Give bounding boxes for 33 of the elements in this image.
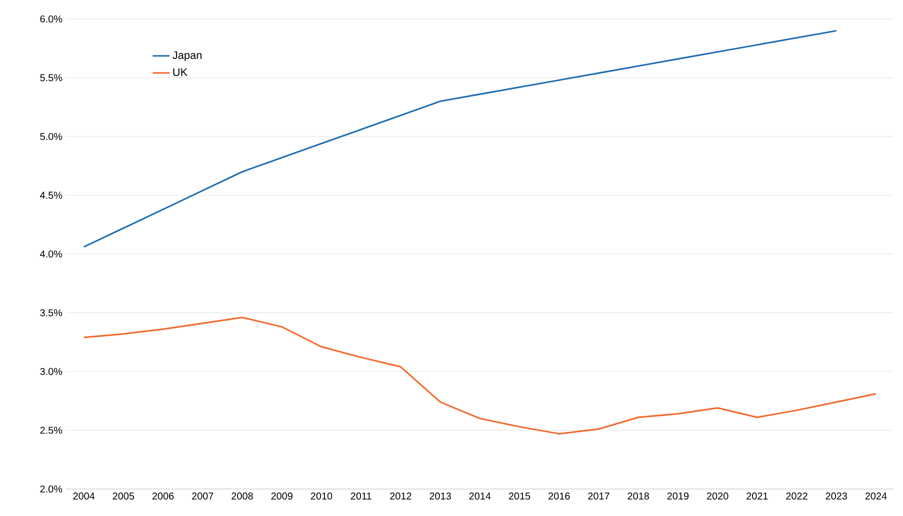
x-tick-label: 2016: [548, 492, 570, 500]
x-tick-label: 2021: [746, 492, 768, 500]
x-tick-label: 2014: [469, 492, 491, 500]
x-tick-label: 2008: [232, 492, 253, 500]
x-tick-label: 2018: [628, 492, 649, 500]
legend-label: UK: [173, 68, 188, 76]
y-tick-label: 4.5%: [40, 192, 62, 199]
x-tick-label: 2006: [152, 492, 174, 500]
x-tick-label: 2024: [865, 492, 887, 500]
y-tick-label: 2.0%: [40, 485, 62, 493]
x-tick-label: 2013: [430, 492, 451, 500]
x-tick-label: 2009: [271, 492, 292, 500]
x-tick-label: 2015: [508, 492, 530, 500]
x-tick-label: 2005: [112, 492, 134, 500]
y-tick-label: 3.0%: [40, 368, 62, 376]
x-tick-label: 2004: [73, 492, 95, 500]
y-tick-label: 4.0%: [40, 250, 62, 258]
x-tick-label: 2022: [786, 492, 808, 500]
x-tick-label: 2010: [310, 492, 332, 500]
y-tick-label: 6.0%: [40, 15, 62, 23]
x-tick-label: 2017: [588, 492, 610, 500]
x-tick-label: 2011: [350, 492, 372, 500]
x-tick-label: 2020: [706, 492, 728, 500]
legend-label: Japan: [172, 51, 202, 62]
y-tick-label: 2.5%: [40, 426, 62, 434]
y-tick-label: 3.5%: [40, 309, 62, 316]
y-tick-label: 5.0%: [40, 132, 62, 140]
x-tick-label: 2019: [667, 492, 689, 500]
x-tick-label: 2007: [192, 492, 214, 500]
y-tick-label: 5.5%: [40, 74, 62, 82]
x-tick-label: 2012: [390, 492, 412, 500]
x-tick-label: 2023: [826, 492, 848, 500]
line-series: [83, 316, 877, 435]
